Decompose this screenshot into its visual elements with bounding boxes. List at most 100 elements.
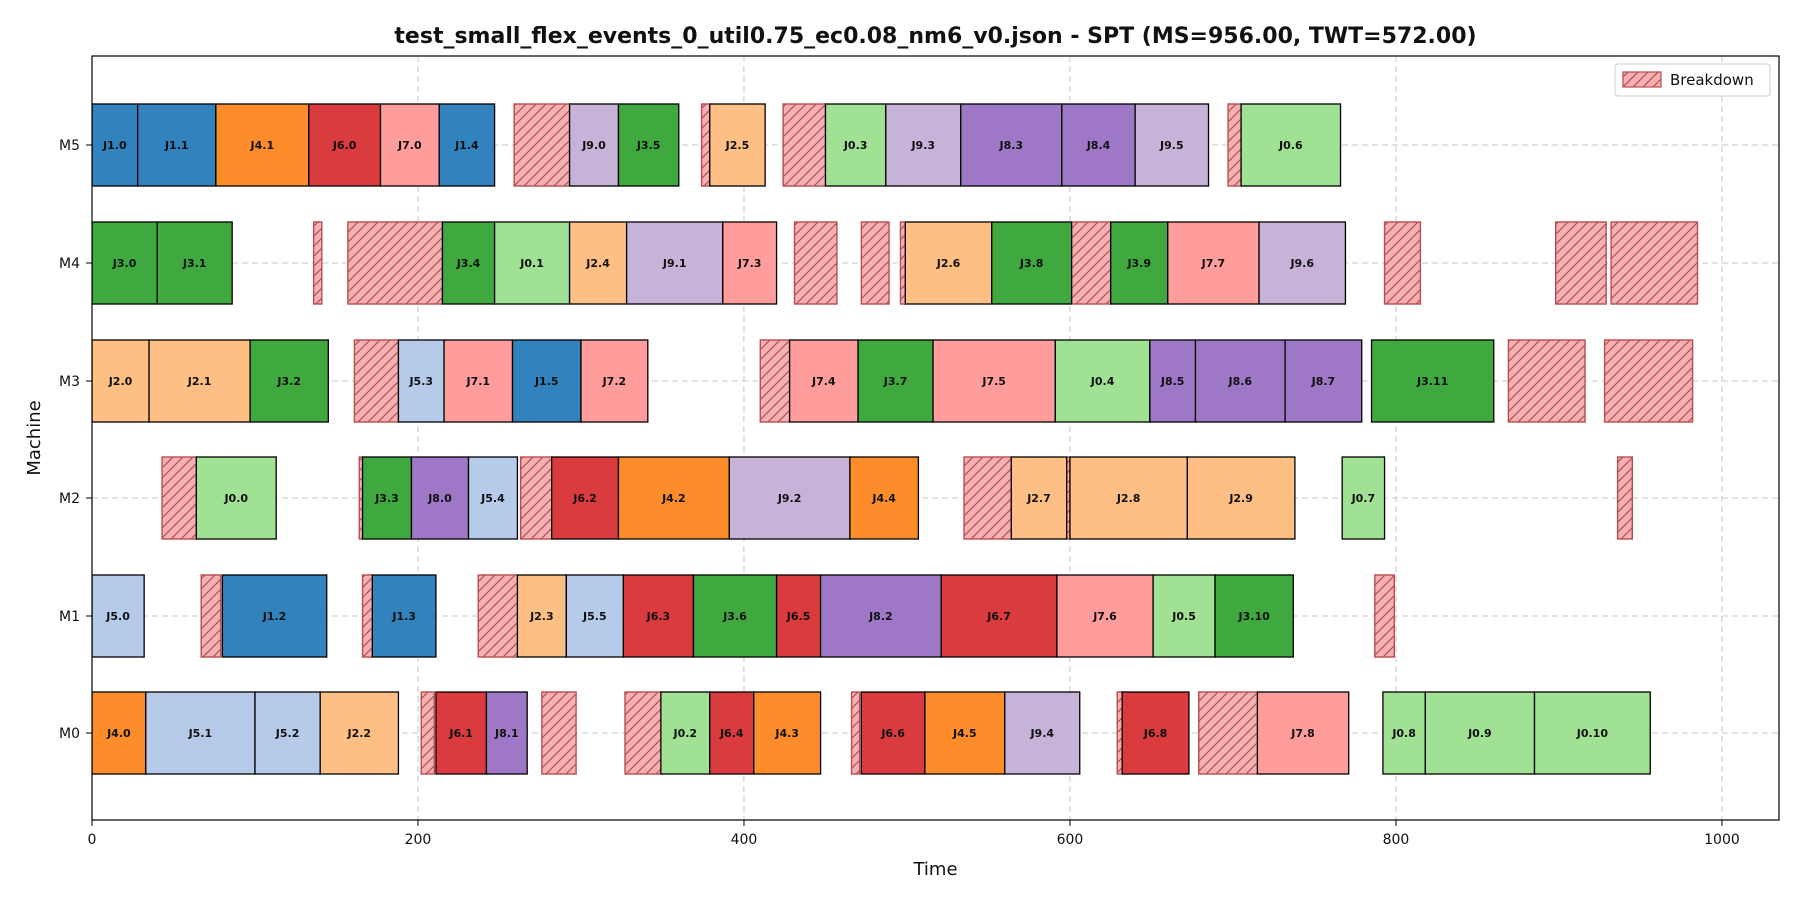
op-label: J0.10 <box>1576 727 1609 740</box>
op-bar-j6-0 <box>308 103 382 187</box>
op-label: J7.6 <box>1092 610 1117 623</box>
op-label: J3.7 <box>883 375 908 388</box>
op-label: J0.7 <box>1351 492 1376 505</box>
breakdown-bar <box>1616 456 1634 540</box>
op-label: J6.6 <box>880 727 905 740</box>
x-tick-label: 1000 <box>1704 832 1740 848</box>
op-bar-j2-9 <box>1186 456 1296 540</box>
op-bar-j8-7 <box>1284 339 1363 423</box>
op-label: J8.5 <box>1160 375 1185 388</box>
op-bar-j7-4 <box>788 339 859 423</box>
op-label: J0.1 <box>519 257 544 270</box>
op-bar-j4-4 <box>849 456 920 540</box>
op-bar-j8-1 <box>485 691 528 775</box>
op-label: J2.3 <box>529 610 554 623</box>
op-label: J7.5 <box>981 375 1006 388</box>
op-bar-j1-1 <box>136 103 217 187</box>
op-label: J0.0 <box>223 492 248 505</box>
op-bar-j0-4 <box>1054 339 1151 423</box>
op-label: J0.2 <box>673 727 698 740</box>
op-label: J2.4 <box>585 257 610 270</box>
op-label: J7.4 <box>811 375 836 388</box>
op-label: J4.5 <box>952 727 977 740</box>
op-label: J8.4 <box>1086 139 1111 152</box>
op-bar-j8-2 <box>819 574 942 658</box>
breakdown-bar <box>312 221 323 305</box>
op-label: J6.4 <box>719 727 744 740</box>
op-bar-j8-0 <box>410 456 470 540</box>
op-label: J0.4 <box>1090 375 1115 388</box>
op-label: J8.1 <box>494 727 519 740</box>
breakdown-bar <box>1374 574 1396 658</box>
breakdown-bar <box>782 103 827 187</box>
op-label: J1.0 <box>102 139 127 152</box>
op-bar-j2-7 <box>1010 456 1068 540</box>
op-bar-j5-5 <box>565 574 625 658</box>
breakdown-bar <box>1383 221 1422 305</box>
op-bar-j2-2 <box>319 691 400 775</box>
breakdown-bar <box>963 456 1012 540</box>
op-label: J0.5 <box>1171 610 1196 623</box>
op-label: J1.2 <box>262 610 287 623</box>
op-label: J8.2 <box>868 610 893 623</box>
op-label: J6.3 <box>646 610 671 623</box>
x-axis-ticks: 0 200 400 600 800 1000 <box>88 820 1740 848</box>
op-bar-j5-4 <box>467 456 519 540</box>
breakdown-bar <box>353 339 400 423</box>
legend-label-breakdown: Breakdown <box>1670 71 1754 89</box>
op-bar-j1-4 <box>438 103 496 187</box>
op-bar-j1-2 <box>221 574 328 658</box>
op-label: J9.2 <box>777 492 802 505</box>
op-label: J9.4 <box>1029 727 1054 740</box>
op-bar-j7-7 <box>1167 221 1260 305</box>
op-label: J7.3 <box>737 257 762 270</box>
op-bar-j3-10 <box>1214 574 1294 658</box>
op-label: J3.0 <box>112 257 137 270</box>
op-bar-j1-3 <box>371 574 437 658</box>
op-label: J8.0 <box>427 492 452 505</box>
op-label: J3.8 <box>1019 257 1044 270</box>
breakdown-bar <box>1554 221 1607 305</box>
x-tick-label: 600 <box>1057 832 1084 848</box>
op-bar-j3-9 <box>1110 221 1169 305</box>
op-label: J5.2 <box>275 727 300 740</box>
op-bar-j3-7 <box>857 339 934 423</box>
breakdown-bar <box>420 691 435 775</box>
breakdown-bar <box>541 691 577 775</box>
op-bar-j6-5 <box>775 574 822 658</box>
op-label: J3.4 <box>456 257 481 270</box>
op-label: J2.7 <box>1026 492 1051 505</box>
breakdown-bar <box>860 221 890 305</box>
op-bar-j1-5 <box>511 339 582 423</box>
op-label: J3.5 <box>636 139 661 152</box>
legend: Breakdown <box>1614 63 1771 97</box>
op-label: J1.5 <box>534 375 559 388</box>
op-label: J5.5 <box>582 610 607 623</box>
op-label: J5.1 <box>188 727 213 740</box>
breakdown-bar <box>513 103 571 187</box>
op-bar-j9-5 <box>1134 103 1210 187</box>
breakdown-bar <box>700 103 711 187</box>
breakdown-bar <box>200 574 222 658</box>
op-bar-j3-2 <box>249 339 329 423</box>
op-bar-j3-11 <box>1370 339 1495 423</box>
op-bar-j6-6 <box>860 691 926 775</box>
bars-layer: J1.0 J1.1 J4.1 J6.0 J7.0 J1.4 J9.0 J3.5 J2.5 J0.3… <box>92 103 1699 775</box>
breakdown-bar <box>1507 339 1586 423</box>
op-bar-j7-2 <box>580 339 649 423</box>
op-bar-j3-8 <box>991 221 1073 305</box>
op-bar-j7-3 <box>722 221 778 305</box>
op-bar-j4-1 <box>215 103 310 187</box>
breakdown-bar <box>899 221 907 305</box>
op-bar-j9-3 <box>885 103 962 187</box>
op-bar-j4-2 <box>617 456 730 540</box>
breakdown-bar <box>347 221 444 305</box>
op-label: J2.8 <box>1116 492 1141 505</box>
op-label: J0.6 <box>1278 139 1303 152</box>
op-bar-j6-8 <box>1121 691 1190 775</box>
op-label: J9.1 <box>662 257 687 270</box>
op-label: J3.3 <box>374 492 399 505</box>
op-label: J6.0 <box>332 139 357 152</box>
op-bar-j5-2 <box>254 691 321 775</box>
op-label: J3.9 <box>1126 257 1151 270</box>
